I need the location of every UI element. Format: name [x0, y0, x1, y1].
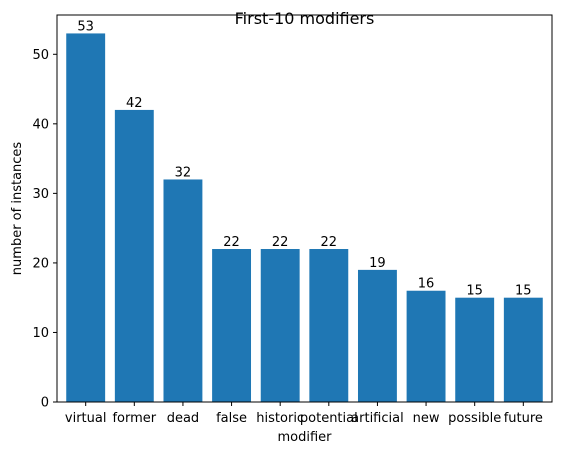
data-label-future: 15: [515, 284, 532, 299]
x-tick-label-former: former: [112, 411, 156, 426]
bar-former: [114, 109, 154, 403]
bar-virtual: [66, 33, 106, 403]
data-label-possible: 15: [466, 284, 483, 299]
x-axis-label: modifier: [277, 430, 332, 445]
y-axis-label: number of instances: [10, 142, 25, 276]
y-axis: 0 10 20 30 40 50: [32, 48, 57, 411]
x-tick-label-new: new: [413, 411, 440, 426]
bar-historic: [260, 249, 300, 402]
bar-artificial: [357, 269, 397, 402]
data-label-false: 22: [223, 235, 240, 250]
bar-false: [212, 249, 252, 402]
x-tick-label-potential: potential: [300, 411, 358, 426]
bar-potential: [309, 249, 349, 402]
x-tick-label-false: false: [216, 411, 247, 426]
x-tick-label-dead: dead: [167, 411, 199, 426]
bar-new: [406, 290, 446, 402]
bar-dead: [163, 179, 203, 402]
data-label-historic: 22: [272, 235, 289, 250]
y-tick-label-40: 40: [32, 117, 49, 132]
x-axis: virtual former dead false historicpotentiala…: [65, 402, 543, 426]
data-label-artificial: 19: [369, 256, 386, 271]
data-label-new: 16: [418, 277, 435, 292]
bar-possible: [455, 297, 495, 402]
x-tick-label-future: future: [504, 411, 543, 426]
data-label-dead: 32: [175, 165, 192, 180]
x-tick-label-possible: possible: [448, 411, 501, 426]
x-tick-label-virtual: virtual: [65, 411, 107, 426]
data-label-former: 42: [126, 96, 143, 111]
data-label-potential: 22: [321, 235, 338, 250]
bar-future: [503, 297, 543, 402]
data-label-virtual: 53: [77, 19, 94, 34]
y-tick-label-20: 20: [32, 256, 49, 271]
x-tick-label-historic: historic: [256, 411, 304, 426]
x-tick-label-artificial: artificial: [351, 411, 404, 426]
y-tick-label-10: 10: [32, 326, 49, 341]
y-tick-label-50: 50: [32, 48, 49, 63]
y-tick-label-30: 30: [32, 187, 49, 202]
plot-frame: [56, 14, 553, 403]
bars-layer: 53 42 32 22 22 22 19 16 15 15: [66, 19, 543, 403]
y-tick-label-0: 0: [41, 396, 49, 411]
chart-title: First-10 modifiers: [235, 9, 375, 28]
